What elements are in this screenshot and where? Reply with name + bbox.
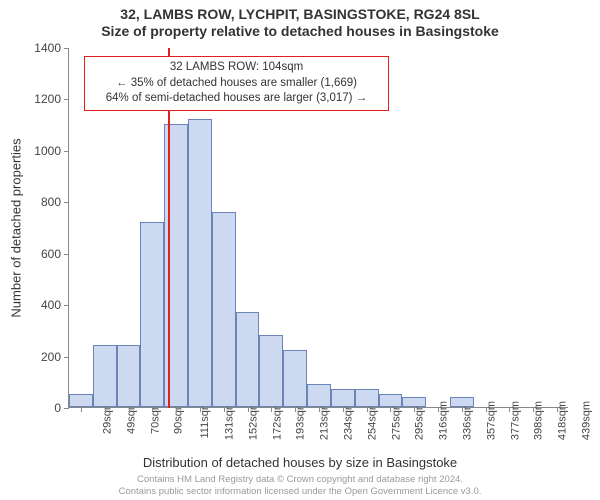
chart-title-line1: 32, LAMBS ROW, LYCHPIT, BASINGSTOKE, RG2…	[0, 0, 600, 23]
x-tick-mark	[509, 407, 510, 412]
histogram-bar	[283, 350, 307, 407]
y-tick-mark	[64, 202, 69, 203]
x-tick-label: 377sqm	[509, 401, 521, 440]
footer-attribution: Contains HM Land Registry data © Crown c…	[0, 474, 600, 498]
y-tick-mark	[64, 151, 69, 152]
y-tick-label: 0	[13, 401, 61, 415]
y-tick-label: 600	[13, 247, 61, 261]
y-tick-mark	[64, 408, 69, 409]
histogram-bar	[379, 394, 403, 407]
x-tick-label: 357sqm	[485, 401, 497, 440]
x-tick-mark	[248, 407, 249, 412]
callout-line-1: 32 LAMBS ROW: 104sqm	[91, 60, 382, 76]
callout-line-3: 64% of semi-detached houses are larger (…	[91, 91, 382, 107]
histogram-bar	[69, 394, 93, 407]
x-tick-mark	[152, 407, 153, 412]
histogram-bar	[117, 345, 141, 407]
x-tick-mark	[295, 407, 296, 412]
y-tick-label: 1400	[13, 41, 61, 55]
callout-box: 32 LAMBS ROW: 104sqm← 35% of detached ho…	[84, 56, 389, 111]
x-tick-mark	[414, 407, 415, 412]
histogram-bar	[212, 212, 236, 407]
x-tick-mark	[462, 407, 463, 412]
plot: 020040060080010001200140029sqm49sqm70sqm…	[68, 48, 568, 408]
y-tick-mark	[64, 305, 69, 306]
x-tick-label: 398sqm	[533, 401, 545, 440]
x-tick-mark	[367, 407, 368, 412]
callout-line-2: ← 35% of detached houses are smaller (1,…	[91, 76, 382, 92]
footer-line1: Contains HM Land Registry data © Crown c…	[0, 474, 600, 486]
x-tick-mark	[105, 407, 106, 412]
x-tick-mark	[390, 407, 391, 412]
y-tick-mark	[64, 48, 69, 49]
x-tick-mark	[486, 407, 487, 412]
footer-line2: Contains public sector information licen…	[0, 486, 600, 498]
y-tick-label: 800	[13, 195, 61, 209]
x-tick-mark	[343, 407, 344, 412]
x-tick-label: 316sqm	[438, 401, 450, 440]
y-tick-label: 1200	[13, 92, 61, 106]
y-axis-label: Number of detached properties	[9, 138, 24, 317]
histogram-bar	[355, 389, 379, 407]
x-tick-mark	[271, 407, 272, 412]
y-tick-mark	[64, 99, 69, 100]
histogram-bar	[93, 345, 117, 407]
plot-area: 020040060080010001200140029sqm49sqm70sqm…	[68, 48, 568, 408]
x-tick-mark	[533, 407, 534, 412]
x-tick-label: 439sqm	[581, 401, 593, 440]
x-tick-mark	[176, 407, 177, 412]
x-tick-mark	[319, 407, 320, 412]
x-tick-mark	[129, 407, 130, 412]
x-tick-mark	[81, 407, 82, 412]
x-tick-mark	[557, 407, 558, 412]
y-tick-label: 1000	[13, 144, 61, 158]
histogram-bar	[259, 335, 283, 407]
histogram-bar	[307, 384, 331, 407]
y-tick-label: 400	[13, 298, 61, 312]
x-axis-label: Distribution of detached houses by size …	[0, 455, 600, 470]
x-tick-mark	[438, 407, 439, 412]
x-tick-mark	[200, 407, 201, 412]
histogram-bar	[188, 119, 212, 407]
histogram-bar	[140, 222, 164, 407]
y-tick-label: 200	[13, 350, 61, 364]
histogram-bar	[402, 397, 426, 407]
histogram-bar	[331, 389, 355, 407]
histogram-bar	[450, 397, 474, 407]
x-tick-label: 418sqm	[557, 401, 569, 440]
y-tick-mark	[64, 254, 69, 255]
histogram-bar	[236, 312, 260, 407]
chart-container: 32, LAMBS ROW, LYCHPIT, BASINGSTOKE, RG2…	[0, 0, 600, 500]
chart-title-line2: Size of property relative to detached ho…	[0, 23, 600, 40]
x-tick-mark	[224, 407, 225, 412]
y-tick-mark	[64, 357, 69, 358]
